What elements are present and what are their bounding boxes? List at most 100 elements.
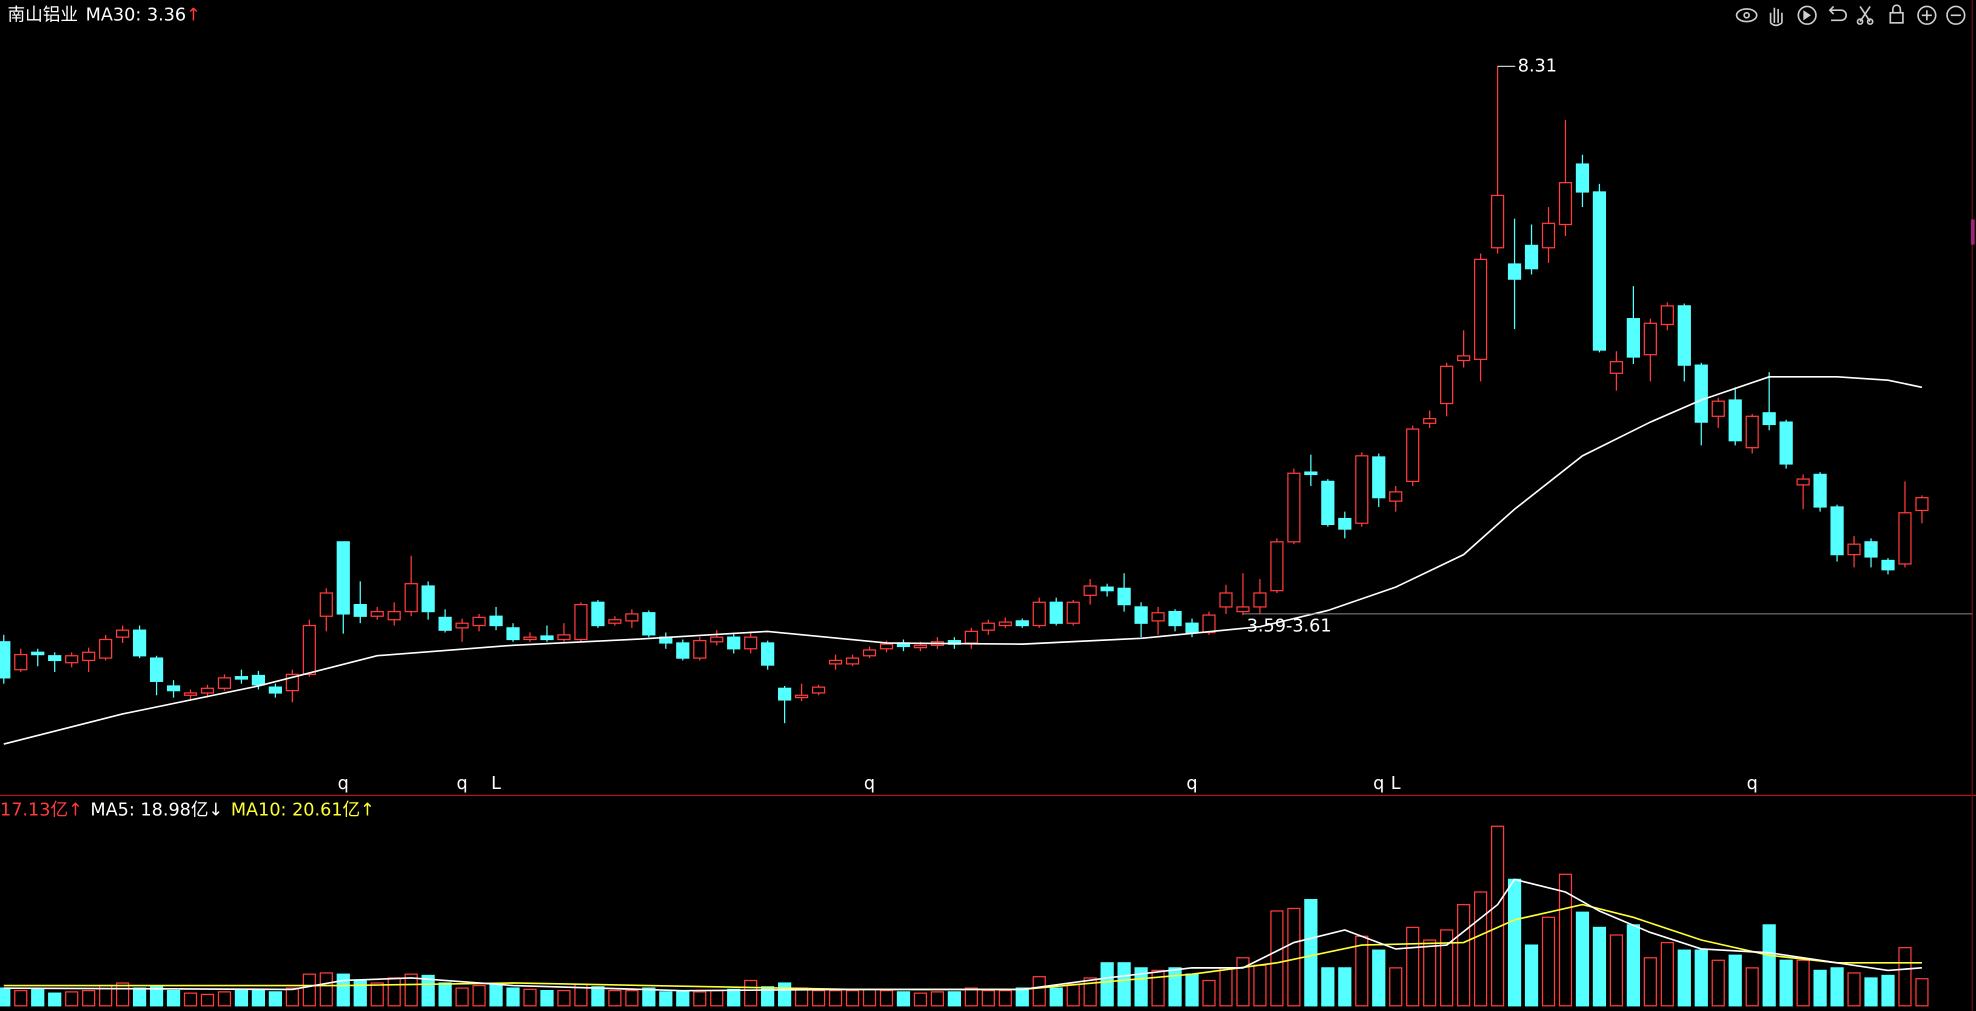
zoom-in-icon[interactable] <box>1917 5 1937 25</box>
volume-bar <box>761 986 775 1007</box>
volume-bar <box>981 990 995 1007</box>
candle-body <box>1083 585 1097 596</box>
volume-bar <box>1813 969 1827 1007</box>
volume-bar <box>1660 941 1674 1007</box>
volume-bar <box>642 987 656 1007</box>
candle-body <box>642 612 656 636</box>
zoom-out-icon[interactable] <box>1946 5 1966 25</box>
candle-body <box>845 657 860 665</box>
volume-bar <box>336 973 350 1007</box>
candle-body <box>1032 601 1046 627</box>
volume-bar <box>828 990 843 1007</box>
candle-body <box>1575 163 1590 193</box>
volume-bar <box>811 990 826 1007</box>
volume-bar <box>1049 987 1063 1007</box>
volume-bar <box>370 982 384 1007</box>
volume-bar <box>1032 976 1046 1007</box>
volume-bar <box>251 988 266 1007</box>
volume-bar <box>387 977 401 1007</box>
cut-icon[interactable] <box>1856 6 1874 25</box>
candle-body <box>1134 606 1148 624</box>
candle-body <box>1338 517 1352 530</box>
volume-bar <box>1100 962 1114 1007</box>
volume-bar <box>608 990 622 1007</box>
candle-body <box>1711 400 1725 417</box>
volume-bar <box>200 993 215 1007</box>
volume-bar <box>132 987 147 1007</box>
volume-bar <box>438 982 452 1007</box>
volume-bar <box>115 982 130 1007</box>
ma-label: MA30: 3.36 <box>86 5 186 25</box>
candle-body <box>1881 559 1895 571</box>
candle-body <box>1592 191 1607 351</box>
stock-name: 南山铝业 <box>8 4 79 25</box>
volume-bar <box>319 972 333 1007</box>
candle-body <box>1524 244 1539 270</box>
undo-icon[interactable] <box>1828 5 1847 22</box>
candle-body <box>998 621 1012 627</box>
volume-bar <box>268 991 282 1007</box>
candle-body <box>964 630 978 644</box>
volume-bar <box>947 991 961 1007</box>
candle-body <box>727 636 741 650</box>
volume-bar <box>1473 891 1488 1007</box>
candle-body <box>1762 412 1776 426</box>
volume-bar <box>1558 873 1573 1007</box>
candle-body <box>234 676 249 680</box>
volume-bar <box>1575 911 1590 1007</box>
candle-body <box>115 629 130 638</box>
volume-bar <box>1423 939 1437 1007</box>
volume-bar <box>862 988 877 1007</box>
candle-body <box>744 636 758 650</box>
volume-bar <box>1898 947 1912 1007</box>
candle-body <box>879 643 894 650</box>
ma-arrow: ↑ <box>186 5 201 25</box>
candle-body <box>828 659 843 665</box>
volume-bar <box>1202 979 1216 1007</box>
candle-body <box>1287 472 1301 543</box>
volume-bar <box>1524 944 1539 1007</box>
view-icon[interactable] <box>1735 8 1758 23</box>
volume-bar <box>523 988 537 1007</box>
volume-bar <box>1728 954 1742 1007</box>
candle-body <box>1236 606 1250 613</box>
chart-title-row: 南山铝业 MA30: 3.36↑ <box>8 4 201 25</box>
volume-bar <box>727 988 741 1007</box>
candle-body <box>1847 543 1861 556</box>
hand-icon[interactable] <box>1769 7 1783 27</box>
candle-body <box>1507 263 1522 280</box>
signal-label: q <box>1747 774 1758 794</box>
candle-body <box>387 610 401 621</box>
candle-body <box>1423 417 1437 424</box>
volume-bar <box>744 979 758 1007</box>
candle-body <box>353 603 367 617</box>
volume-bar <box>421 974 435 1007</box>
volume-bar <box>1287 907 1301 1007</box>
candle-body <box>1541 222 1556 249</box>
volume-bar <box>879 990 894 1007</box>
lock-icon[interactable] <box>1889 4 1904 24</box>
volume-bar <box>845 990 860 1007</box>
candle-body <box>523 636 537 641</box>
candle-body <box>913 644 928 649</box>
candle-body <box>1915 497 1929 512</box>
candle-body <box>1813 473 1827 508</box>
candle-body <box>285 673 299 692</box>
candle-body <box>1406 428 1420 483</box>
volume-bar <box>234 990 249 1007</box>
candle-body <box>251 674 266 686</box>
candle-body <box>710 636 724 643</box>
candle-body <box>574 603 588 641</box>
candle-body <box>794 694 809 699</box>
play-icon[interactable] <box>1797 5 1817 25</box>
candle-body <box>99 638 113 659</box>
volume-bar <box>506 987 520 1007</box>
candle-body <box>455 622 469 629</box>
candle-body <box>591 601 605 627</box>
candle-body <box>370 610 384 617</box>
candle-body <box>1100 586 1114 592</box>
candle-body <box>132 629 147 657</box>
